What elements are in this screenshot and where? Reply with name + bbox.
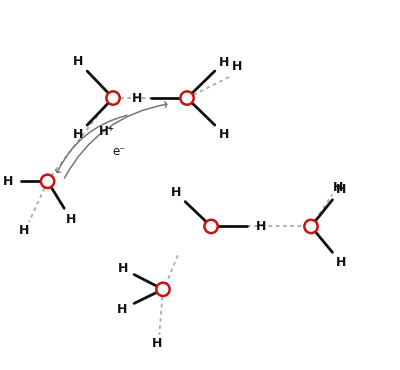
- Text: H: H: [2, 175, 13, 188]
- Text: H: H: [66, 213, 76, 226]
- Text: H⁺: H⁺: [99, 125, 115, 138]
- Text: H: H: [118, 262, 128, 275]
- Circle shape: [180, 91, 194, 105]
- Text: H: H: [219, 128, 229, 141]
- Circle shape: [41, 175, 54, 188]
- Text: H: H: [152, 337, 163, 350]
- Circle shape: [304, 220, 318, 233]
- Text: H: H: [73, 128, 83, 141]
- Text: H: H: [256, 220, 267, 233]
- Text: H: H: [132, 91, 142, 105]
- Text: H: H: [335, 183, 346, 196]
- Text: H: H: [336, 256, 346, 269]
- Text: H: H: [219, 56, 229, 68]
- Text: H: H: [117, 303, 128, 316]
- Text: H: H: [73, 55, 83, 68]
- Text: H: H: [332, 181, 343, 195]
- Text: e⁻: e⁻: [112, 145, 126, 158]
- Circle shape: [204, 220, 218, 233]
- Text: H: H: [232, 60, 242, 73]
- Circle shape: [106, 91, 120, 105]
- Circle shape: [156, 283, 170, 296]
- Text: H: H: [19, 223, 30, 237]
- Text: H: H: [171, 186, 181, 199]
